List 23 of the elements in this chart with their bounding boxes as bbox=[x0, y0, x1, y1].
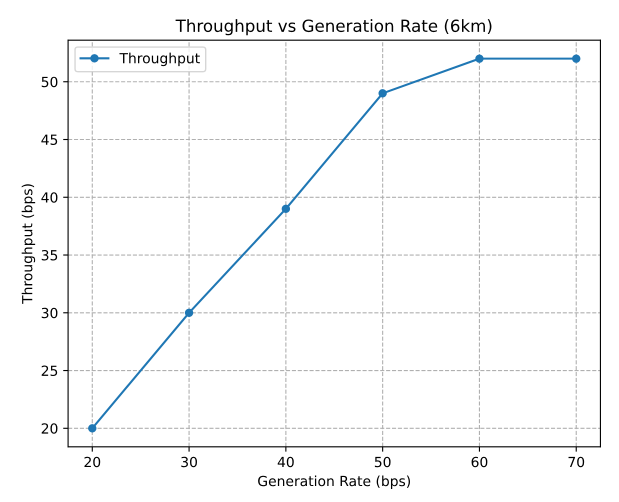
y-tick-label: 45 bbox=[41, 134, 58, 145]
point bbox=[184, 308, 194, 317]
y-tick-label: 30 bbox=[42, 308, 58, 318]
y-tick-label: 20 bbox=[42, 423, 58, 434]
point bbox=[378, 89, 387, 98]
x-tick-label: 70 bbox=[568, 456, 584, 468]
chart-title: Throughput vs Generation Rate (6km) bbox=[176, 19, 492, 36]
x-tick-label: 40 bbox=[278, 456, 294, 468]
point bbox=[282, 204, 290, 213]
x-axis-title: Generation Rate (bps) bbox=[258, 476, 410, 489]
legend-label: Throughput bbox=[119, 52, 200, 66]
x-tick-label: 60 bbox=[472, 456, 488, 468]
y-tick-label: 40 bbox=[41, 192, 58, 203]
x-tick-label: 30 bbox=[181, 456, 197, 468]
y-axis-title: Throughput (bps) bbox=[22, 184, 36, 304]
y-tick-label: 25 bbox=[42, 366, 58, 376]
point bbox=[475, 54, 484, 63]
point bbox=[572, 54, 580, 63]
y-tick-label: 50 bbox=[42, 76, 58, 88]
y-tick-label: 35 bbox=[42, 250, 58, 260]
x-tick-label: 20 bbox=[84, 456, 100, 468]
point bbox=[88, 424, 96, 432]
x-tick-label: 50 bbox=[374, 456, 391, 468]
